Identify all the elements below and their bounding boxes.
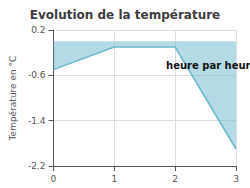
svg-text:2: 2 xyxy=(172,174,178,184)
svg-text:heure par heure: heure par heure xyxy=(166,60,250,71)
svg-text:Evolution de la température: Evolution de la température xyxy=(30,8,221,22)
svg-text:-0.6: -0.6 xyxy=(28,70,46,80)
svg-text:-1.4: -1.4 xyxy=(28,116,46,126)
svg-text:0.2: 0.2 xyxy=(31,25,45,35)
svg-text:3: 3 xyxy=(233,174,239,184)
svg-text:1: 1 xyxy=(111,174,117,184)
svg-text:-2.2: -2.2 xyxy=(28,161,46,171)
svg-text:0: 0 xyxy=(51,174,57,184)
svg-text:Température en °C: Température en °C xyxy=(8,56,18,142)
